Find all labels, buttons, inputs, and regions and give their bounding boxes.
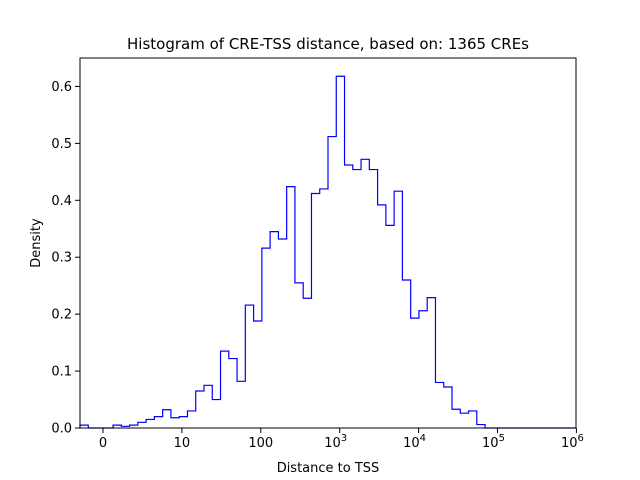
y-tick-label: 0.1 — [51, 365, 72, 380]
y-tick-label: 0.5 — [51, 137, 72, 152]
x-tick-exponent: 6 — [577, 433, 583, 444]
histogram-step-line — [79, 75, 576, 429]
y-tick-label: 0.2 — [51, 308, 72, 323]
axes-frame — [79, 57, 577, 429]
y-tick-label: 0.4 — [51, 194, 72, 209]
x-axis-label: Distance to TSS — [277, 461, 380, 476]
x-tick-exponent: 4 — [420, 433, 426, 444]
y-axis-ticks: 0.0 0.1 0.2 0.3 0.4 0.5 0.6 — [51, 80, 80, 437]
x-tick-label: 100 — [248, 436, 273, 451]
y-tick-label: 0.6 — [51, 80, 72, 95]
x-tick-exponent: 5 — [499, 433, 505, 444]
x-tick-label: 10 — [174, 436, 191, 451]
y-axis-label: Density — [29, 218, 44, 268]
chart-title: Histogram of CRE-TSS distance, based on:… — [127, 35, 529, 53]
x-tick-label: 0 — [99, 436, 107, 451]
y-tick-label: 0.0 — [51, 422, 72, 437]
x-tick-exponent: 3 — [341, 433, 347, 444]
y-tick-label: 0.3 — [51, 251, 72, 266]
